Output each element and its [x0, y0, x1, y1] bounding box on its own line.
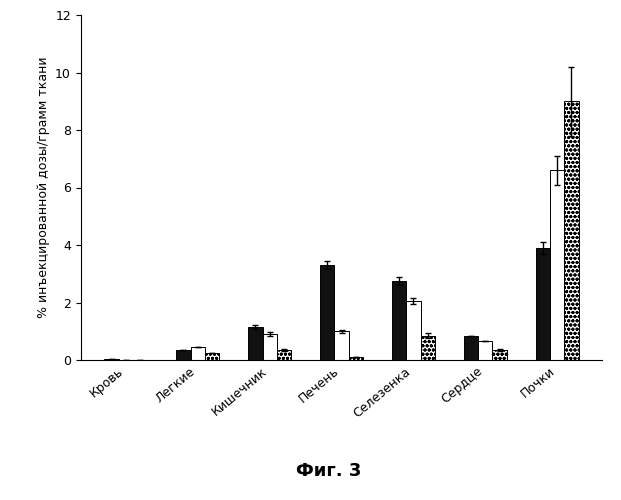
Bar — [248, 327, 263, 360]
Bar — [334, 331, 349, 360]
Bar — [191, 347, 205, 360]
Bar — [492, 350, 507, 360]
Bar — [550, 170, 564, 360]
Bar — [420, 336, 435, 360]
Bar — [277, 350, 291, 360]
Bar — [349, 357, 363, 360]
Bar — [406, 301, 420, 360]
Bar — [392, 281, 406, 360]
Bar — [320, 265, 334, 360]
Bar — [176, 350, 191, 360]
Bar — [478, 342, 492, 360]
Bar — [263, 334, 277, 360]
Y-axis label: % инъекцированной дозы/грамм ткани: % инъекцированной дозы/грамм ткани — [37, 56, 50, 318]
Text: Фиг. 3: Фиг. 3 — [296, 462, 362, 480]
Bar — [205, 353, 219, 360]
Bar — [464, 336, 478, 360]
Bar — [564, 101, 579, 360]
Bar — [535, 248, 550, 360]
